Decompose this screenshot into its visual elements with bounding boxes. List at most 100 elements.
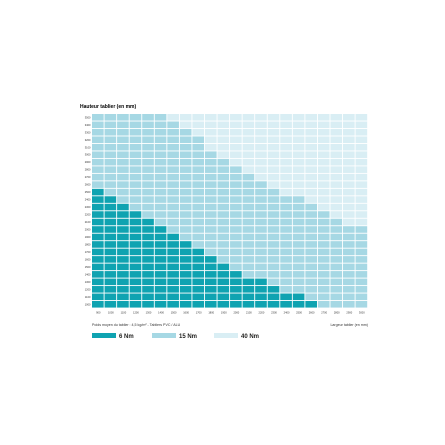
heatmap-cell [129, 271, 142, 278]
heatmap-cell [317, 263, 330, 271]
x-tick-label: 2100 [246, 310, 252, 314]
heatmap-cell [217, 173, 230, 181]
heatmap-cell [217, 181, 230, 188]
heatmap-cell [330, 114, 343, 121]
y-tick-label: 3400 [85, 123, 91, 127]
heatmap-cell [280, 211, 292, 218]
heatmap-cell [242, 173, 255, 181]
heatmap-cell [142, 248, 154, 256]
heatmap-cell [92, 173, 104, 181]
heatmap-cell [117, 218, 129, 226]
heatmap-cell [179, 293, 192, 301]
y-tick-label: 3100 [85, 145, 91, 149]
legend-swatch [92, 333, 116, 338]
heatmap-cell [104, 173, 117, 181]
heatmap-cell [267, 143, 280, 151]
heatmap-cell [117, 181, 129, 188]
heatmap-cell [129, 226, 142, 233]
heatmap-cell [204, 256, 217, 263]
heatmap-cell [104, 241, 117, 248]
heatmap-cell [129, 211, 142, 218]
heatmap-cell [305, 128, 317, 136]
heatmap-cell [154, 233, 167, 241]
heatmap-cell [92, 143, 104, 151]
heatmap-cell [92, 226, 104, 233]
heatmap-cell [355, 166, 368, 173]
heatmap-cell [330, 143, 343, 151]
heatmap-cell [255, 121, 267, 129]
heatmap-cell [217, 233, 230, 241]
x-tick-label: 2200 [259, 310, 265, 314]
x-tick-label: 900 [96, 310, 101, 314]
heatmap-cell [292, 226, 305, 233]
heatmap-cell [104, 151, 117, 158]
heatmap-cell [204, 218, 217, 226]
heatmap-cell [255, 263, 267, 271]
heatmap-cell [280, 203, 292, 211]
heatmap-cell [104, 196, 117, 203]
heatmap-cell [267, 248, 280, 256]
heatmap-cell [142, 121, 154, 129]
heatmap-cell [129, 128, 142, 136]
heatmap-cell [217, 128, 230, 136]
heatmap-cell [230, 293, 242, 301]
heatmap-cell [92, 188, 104, 196]
heatmap-cell [204, 181, 217, 188]
heatmap-cell [104, 226, 117, 233]
heatmap-cell [179, 218, 192, 226]
heatmap-cell [117, 158, 129, 166]
heatmap-cell [204, 173, 217, 181]
heatmap-cell [292, 248, 305, 256]
heatmap-cell [217, 248, 230, 256]
heatmap-cell [92, 151, 104, 158]
heatmap-cell [179, 286, 192, 293]
heatmap-cell [142, 114, 154, 121]
heatmap-cell [167, 301, 179, 308]
heatmap-cell [305, 121, 317, 129]
heatmap-cell [255, 256, 267, 263]
heatmap-cell [192, 136, 205, 144]
heatmap-cell [142, 226, 154, 233]
heatmap-cell [292, 301, 305, 308]
x-tick-label: 2800 [334, 310, 340, 314]
heatmap-cell [204, 121, 217, 129]
heatmap-cell [317, 241, 330, 248]
heatmap-cell [242, 211, 255, 218]
heatmap-cell [317, 278, 330, 286]
heatmap-cell [104, 211, 117, 218]
heatmap-cell [343, 286, 355, 293]
heatmap-cell [317, 271, 330, 278]
heatmap-cell [305, 263, 317, 271]
heatmap-cell [179, 128, 192, 136]
heatmap-cell [230, 278, 242, 286]
heatmap-cell [355, 196, 368, 203]
heatmap-cell [242, 121, 255, 129]
heatmap-cell [317, 218, 330, 226]
y-tick-label: 3500 [85, 115, 91, 119]
heatmap-cell [167, 293, 179, 301]
heatmap-cell [117, 203, 129, 211]
heatmap-cell [217, 218, 230, 226]
heatmap-cell [267, 226, 280, 233]
heatmap-cell [204, 136, 217, 144]
heatmap-cell [167, 143, 179, 151]
heatmap-cell [242, 301, 255, 308]
heatmap-cell [92, 158, 104, 166]
heatmap-cell [129, 196, 142, 203]
heatmap-cell [355, 293, 368, 301]
heatmap-cell [292, 114, 305, 121]
heatmap-cell [317, 286, 330, 293]
heatmap-cell [343, 218, 355, 226]
heatmap-cell [230, 151, 242, 158]
heatmap-cell [230, 218, 242, 226]
heatmap-cell [179, 203, 192, 211]
heatmap-cell [230, 121, 242, 129]
heatmap-cell [242, 256, 255, 263]
heatmap-cell [255, 233, 267, 241]
heatmap-cell [167, 196, 179, 203]
heatmap-cell [242, 248, 255, 256]
heatmap-cell [192, 158, 205, 166]
heatmap-cell [292, 173, 305, 181]
heatmap-cell [154, 128, 167, 136]
